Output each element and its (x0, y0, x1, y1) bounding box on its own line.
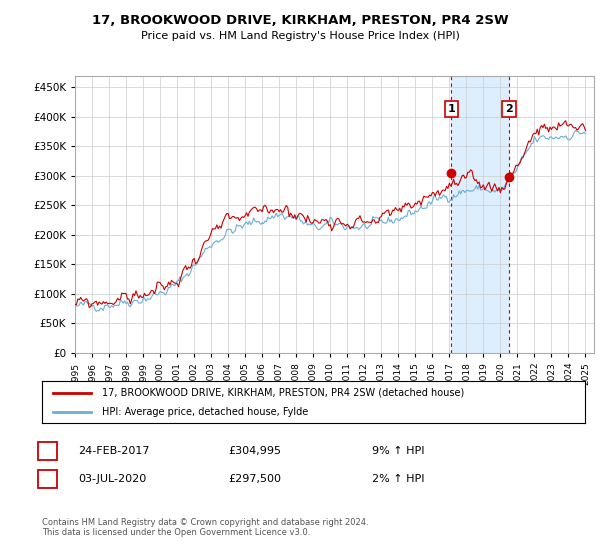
Text: £304,995: £304,995 (228, 446, 281, 456)
Text: 2: 2 (44, 474, 51, 484)
Text: 03-JUL-2020: 03-JUL-2020 (78, 474, 146, 484)
Bar (451, 76, 509, 353)
Text: 9% ↑ HPI: 9% ↑ HPI (372, 446, 425, 456)
Text: HPI: Average price, detached house, Fylde: HPI: Average price, detached house, Fyld… (102, 407, 308, 417)
Text: £297,500: £297,500 (228, 474, 281, 484)
Text: 17, BROOKWOOD DRIVE, KIRKHAM, PRESTON, PR4 2SW (detached house): 17, BROOKWOOD DRIVE, KIRKHAM, PRESTON, P… (102, 388, 464, 398)
Text: 1: 1 (448, 104, 455, 114)
Text: 2: 2 (505, 104, 513, 114)
Text: 17, BROOKWOOD DRIVE, KIRKHAM, PRESTON, PR4 2SW: 17, BROOKWOOD DRIVE, KIRKHAM, PRESTON, P… (92, 14, 508, 27)
Text: Contains HM Land Registry data © Crown copyright and database right 2024.
This d: Contains HM Land Registry data © Crown c… (42, 518, 368, 538)
Text: 24-FEB-2017: 24-FEB-2017 (78, 446, 149, 456)
Text: Price paid vs. HM Land Registry's House Price Index (HPI): Price paid vs. HM Land Registry's House … (140, 31, 460, 41)
Text: 2% ↑ HPI: 2% ↑ HPI (372, 474, 425, 484)
Text: 1: 1 (44, 446, 51, 456)
